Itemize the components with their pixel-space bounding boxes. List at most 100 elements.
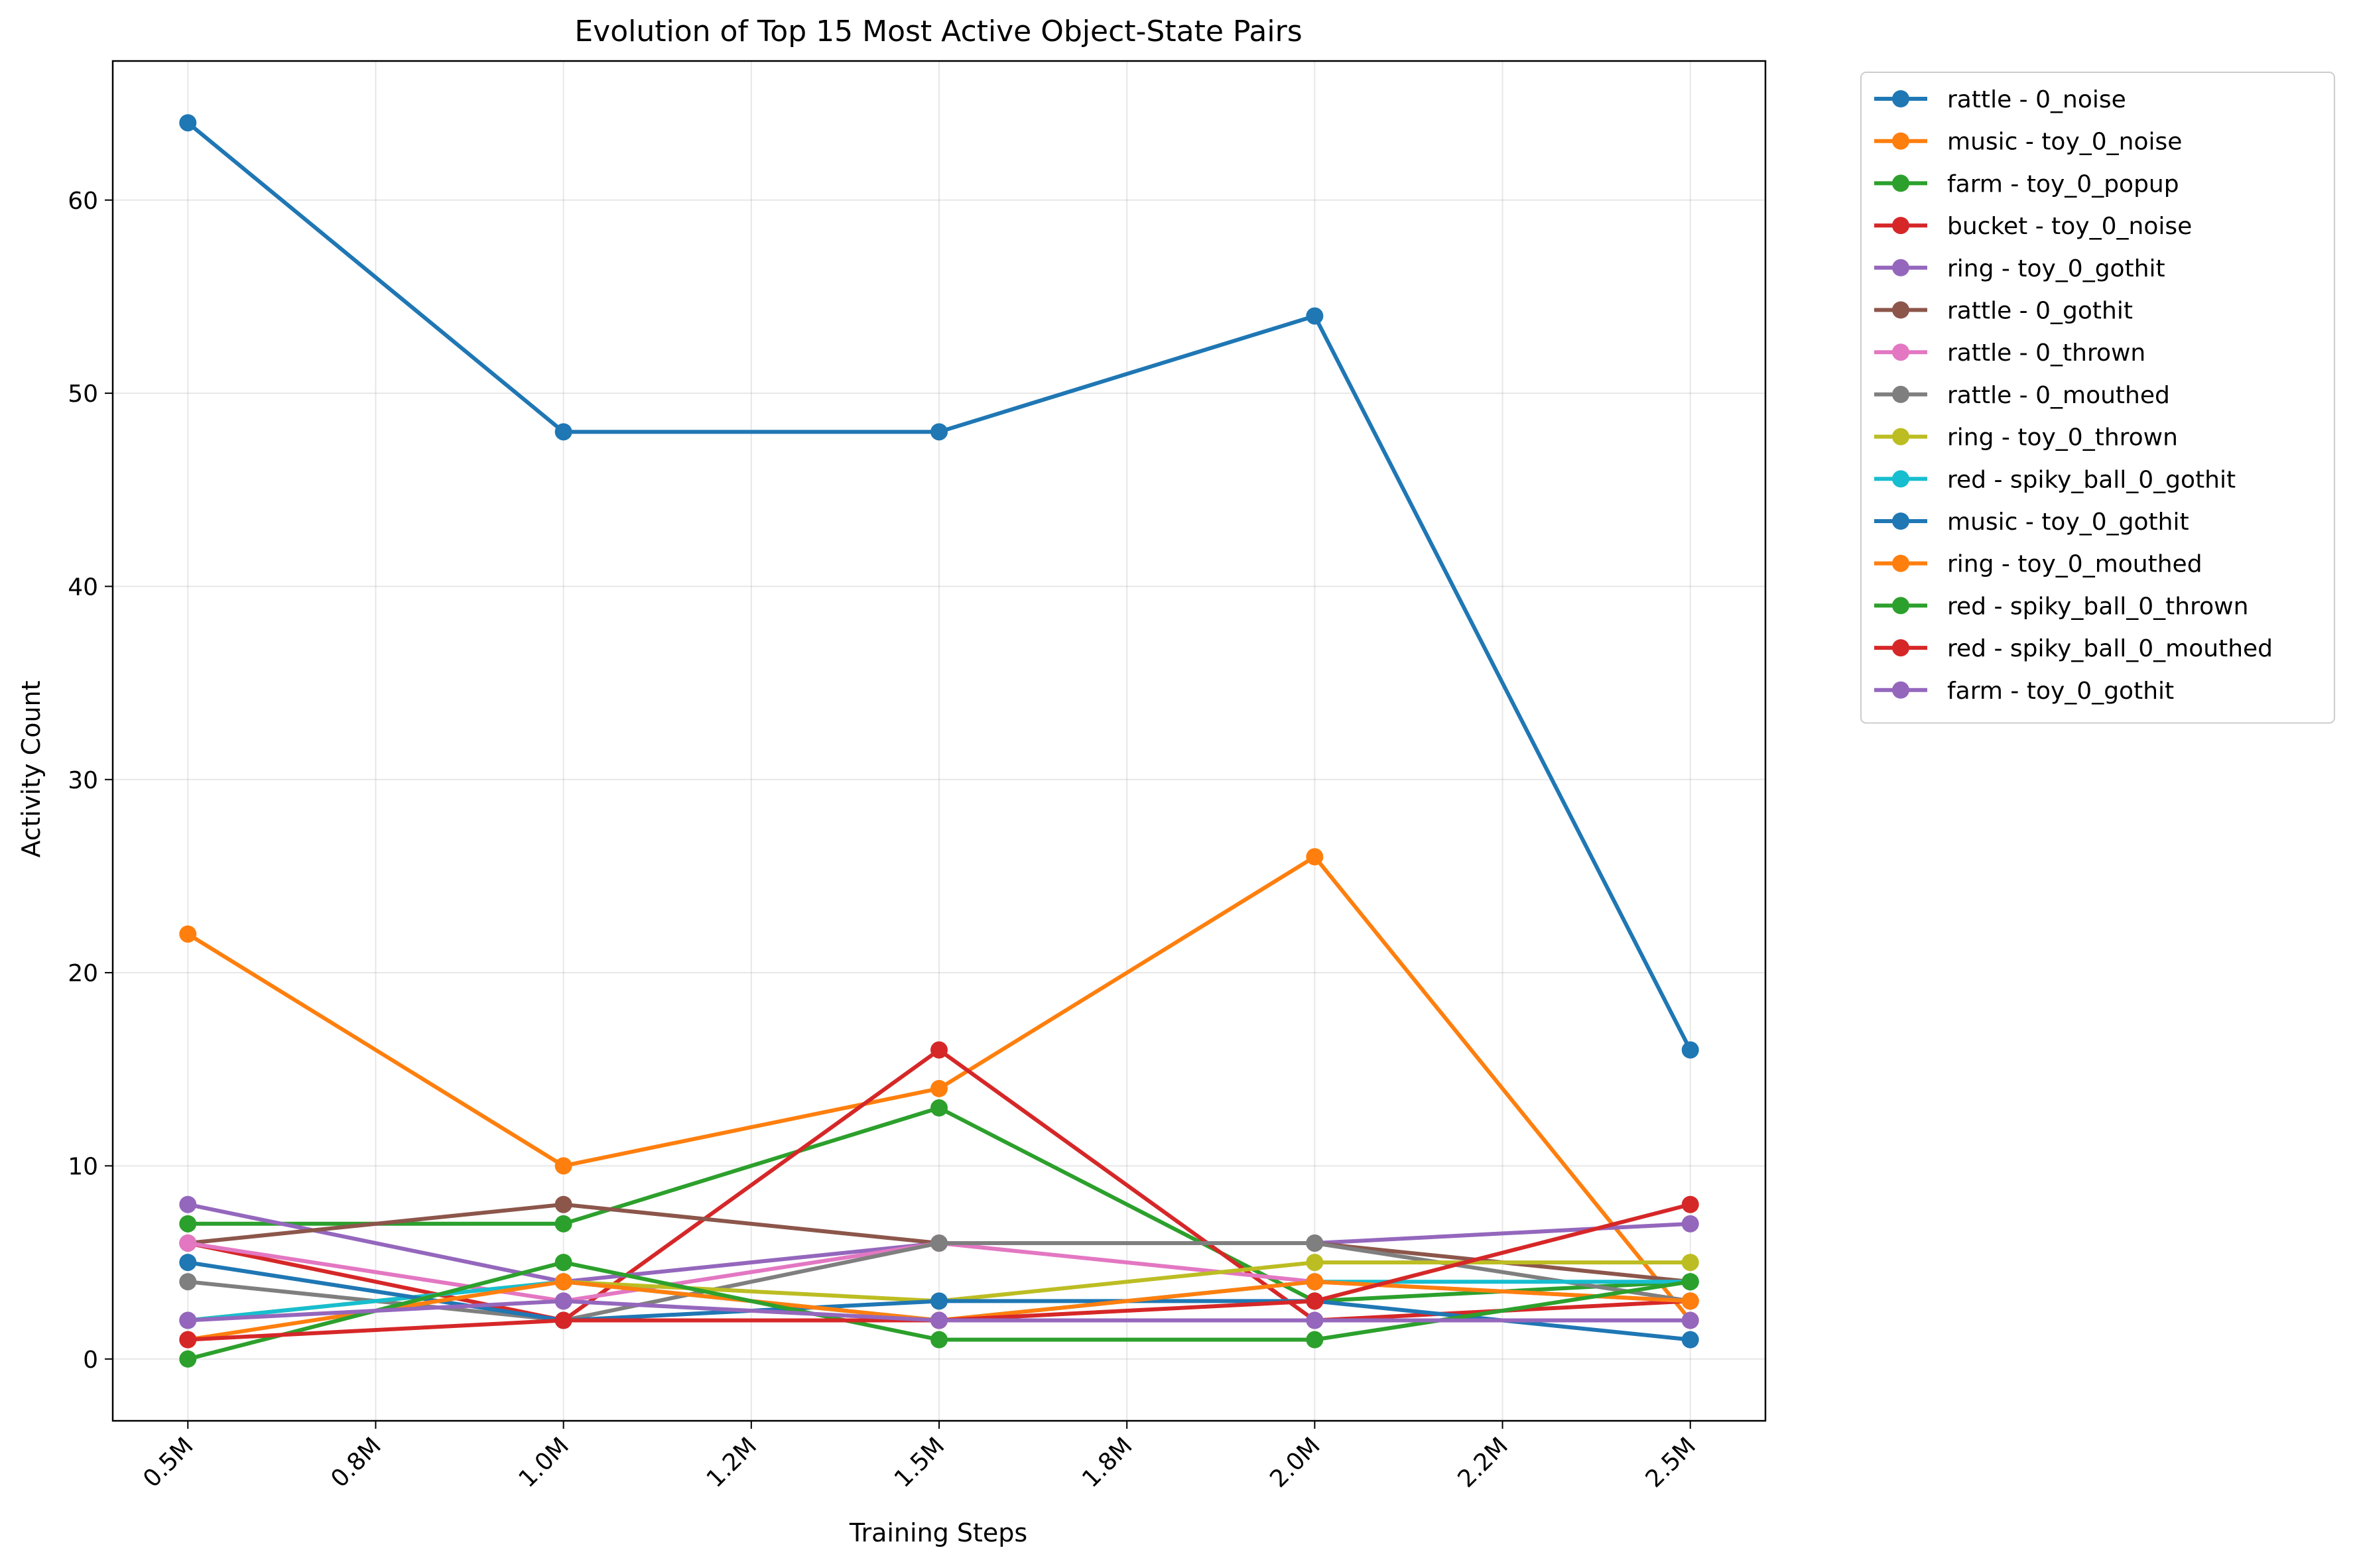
legend-label: music - toy_0_gothit: [1947, 509, 2189, 536]
legend-marker: [1892, 90, 1909, 107]
data-point: [554, 1273, 572, 1291]
plot-frame: [111, 60, 1767, 1422]
legend-marker: [1892, 428, 1909, 446]
legend-item[interactable]: rattle - 0_gothit: [1874, 298, 2133, 325]
legend-label: red - spiky_ball_0_gothit: [1947, 466, 2236, 493]
data-point: [1306, 1273, 1324, 1291]
legend-item[interactable]: farm - toy_0_popup: [1874, 170, 2179, 198]
legend-item[interactable]: red - spiky_ball_0_thrown: [1874, 593, 2248, 620]
legend-marker: [1892, 639, 1909, 657]
y-tick-label: 50: [68, 381, 98, 408]
legend-item[interactable]: music - toy_0_noise: [1874, 129, 2182, 156]
data-point: [179, 1254, 197, 1272]
legend-marker: [1892, 132, 1909, 150]
y-tick-label: 30: [68, 767, 98, 794]
series-15: [179, 1292, 1699, 1329]
legend-marker: [1892, 343, 1909, 361]
data-point: [930, 1292, 948, 1310]
data-point: [554, 1195, 572, 1213]
data-point: [179, 1273, 197, 1291]
legend-item[interactable]: music - toy_0_gothit: [1874, 509, 2189, 536]
legend-item[interactable]: farm - toy_0_gothit: [1874, 678, 2174, 705]
legend-item[interactable]: bucket - toy_0_noise: [1874, 213, 2192, 240]
legend-marker: [1892, 470, 1909, 488]
data-point: [930, 1234, 948, 1252]
legend-item[interactable]: ring - toy_0_mouthed: [1874, 551, 2202, 578]
data-point: [179, 1311, 197, 1329]
legend-marker: [1892, 385, 1909, 403]
data-point: [554, 1311, 572, 1329]
data-point: [930, 1041, 948, 1059]
data-point: [1681, 1311, 1699, 1329]
legend-marker: [1892, 217, 1909, 235]
y-axis-label: Activity Count: [17, 680, 46, 857]
data-point: [1681, 1254, 1699, 1272]
data-point: [179, 925, 197, 943]
y-tick-label: 40: [68, 573, 98, 601]
legend-marker: [1892, 554, 1909, 572]
data-point: [930, 423, 948, 441]
data-point: [930, 1311, 948, 1329]
data-point: [554, 423, 572, 441]
data-point: [1681, 1331, 1699, 1349]
data-point: [554, 1157, 572, 1175]
series-lines: [179, 114, 1699, 1368]
legend-label: rattle - 0_noise: [1947, 86, 2126, 113]
legend-item[interactable]: rattle - 0_noise: [1874, 86, 2126, 113]
legend-label: farm - toy_0_gothit: [1947, 678, 2174, 705]
data-point: [179, 1215, 197, 1233]
chart-title: Evolution of Top 15 Most Active Object-S…: [574, 15, 1302, 48]
legend-label: rattle - 0_gothit: [1947, 298, 2133, 325]
data-point: [1306, 1311, 1324, 1329]
data-point: [1306, 307, 1324, 325]
data-point: [1306, 1292, 1324, 1310]
legend-marker: [1892, 513, 1909, 530]
legend-label: music - toy_0_noise: [1947, 129, 2182, 156]
data-point: [1681, 1041, 1699, 1059]
data-point: [554, 1254, 572, 1272]
series-1: [179, 114, 1699, 1059]
y-tick-label: 10: [68, 1153, 98, 1180]
data-point: [554, 1215, 572, 1233]
legend-item[interactable]: rattle - 0_thrown: [1874, 339, 2145, 367]
legend-marker: [1892, 301, 1909, 319]
legend-marker: [1892, 597, 1909, 615]
legend-marker: [1892, 681, 1909, 699]
y-tick-label: 0: [83, 1347, 98, 1374]
legend-marker: [1892, 259, 1909, 276]
data-point: [179, 1331, 197, 1349]
data-point: [1681, 1273, 1699, 1291]
legend-label: farm - toy_0_popup: [1947, 170, 2179, 198]
data-point: [1681, 1292, 1699, 1310]
data-point: [554, 1292, 572, 1310]
legend-item[interactable]: ring - toy_0_thrown: [1874, 424, 2178, 452]
data-point: [179, 114, 197, 132]
legend-item[interactable]: red - spiky_ball_0_gothit: [1874, 466, 2236, 493]
x-axis-label: Training Steps: [849, 1518, 1027, 1547]
data-point: [179, 1350, 197, 1368]
legend-label: rattle - 0_thrown: [1947, 339, 2145, 367]
data-point: [1306, 1331, 1324, 1349]
data-point: [179, 1195, 197, 1213]
grid-lines: [113, 61, 1765, 1421]
legend-item[interactable]: rattle - 0_mouthed: [1874, 382, 2170, 409]
data-point: [1681, 1195, 1699, 1213]
legend-item[interactable]: red - spiky_ball_0_mouthed: [1874, 635, 2273, 662]
data-point: [930, 1099, 948, 1117]
y-tick-label: 20: [68, 960, 98, 987]
legend-label: ring - toy_0_gothit: [1947, 255, 2165, 282]
legend-item[interactable]: ring - toy_0_gothit: [1874, 255, 2165, 282]
legend-label: rattle - 0_mouthed: [1947, 382, 2170, 409]
data-point: [1306, 848, 1324, 866]
data-point: [179, 1234, 197, 1252]
legend-box: [1860, 72, 2335, 724]
legend-marker: [1892, 174, 1909, 192]
legend-label: ring - toy_0_mouthed: [1947, 551, 2202, 578]
legend-label: red - spiky_ball_0_mouthed: [1947, 635, 2273, 662]
legend-label: ring - toy_0_thrown: [1947, 424, 2178, 452]
data-point: [1681, 1215, 1699, 1233]
data-point: [1306, 1234, 1324, 1252]
legend-label: red - spiky_ball_0_thrown: [1947, 593, 2248, 620]
